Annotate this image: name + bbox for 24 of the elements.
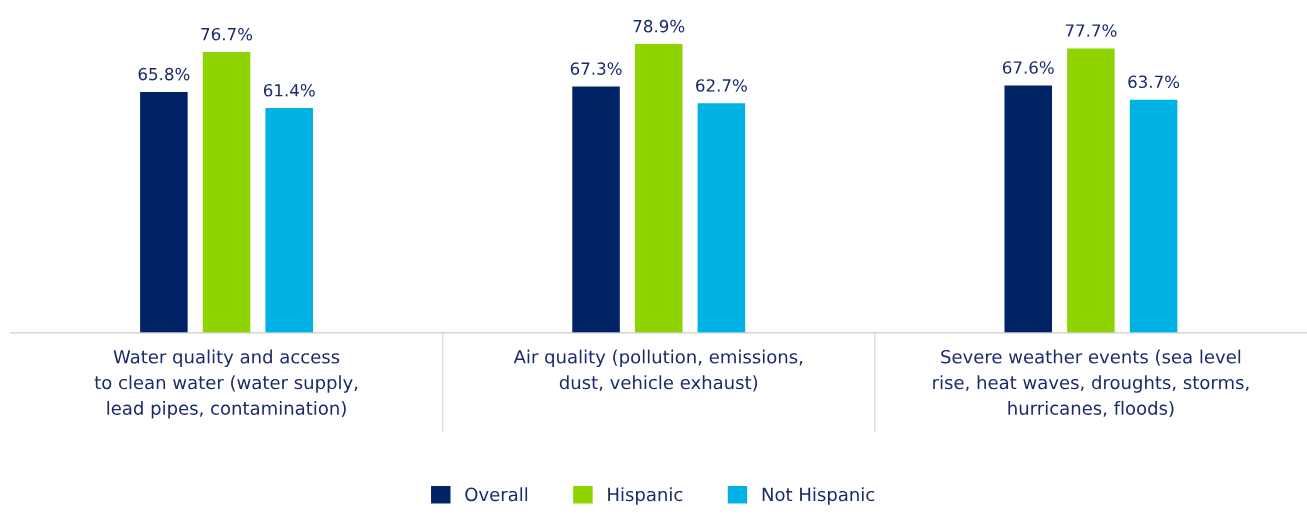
data-label: 67.6% bbox=[1002, 61, 1054, 74]
bar bbox=[1129, 99, 1178, 333]
x-tick-label: Air quality (pollution, emissions, dust, vehicle exhaust) bbox=[513, 349, 803, 392]
x-tick-label: Severe weather events (sea level rise, heat waves, droughts, storms, hurricanes, floods) bbox=[933, 349, 1249, 418]
data-label: 62.7% bbox=[696, 79, 747, 92]
bar bbox=[265, 108, 313, 333]
data-label: 77.7% bbox=[1065, 24, 1117, 37]
bar bbox=[572, 86, 620, 333]
bar bbox=[634, 44, 683, 333]
legend-label: Hispanic bbox=[608, 487, 683, 505]
bar bbox=[202, 52, 251, 333]
data-label: 63.7% bbox=[1128, 75, 1180, 89]
bar bbox=[140, 91, 188, 333]
bar bbox=[1067, 48, 1115, 333]
legend-label: Overall bbox=[465, 487, 528, 502]
data-label: 65.8% bbox=[138, 67, 190, 81]
bar bbox=[697, 103, 746, 333]
legend-label: Not Hispanic bbox=[762, 487, 875, 505]
data-label: 67.3% bbox=[570, 62, 622, 75]
data-label: 78.9% bbox=[633, 19, 685, 33]
bar bbox=[1004, 85, 1053, 333]
data-label: 61.4% bbox=[263, 83, 315, 97]
x-tick-label: Water quality and access to clean water (water supply, lead pipes, contamination) bbox=[94, 349, 358, 419]
data-label: 76.7% bbox=[201, 27, 253, 41]
